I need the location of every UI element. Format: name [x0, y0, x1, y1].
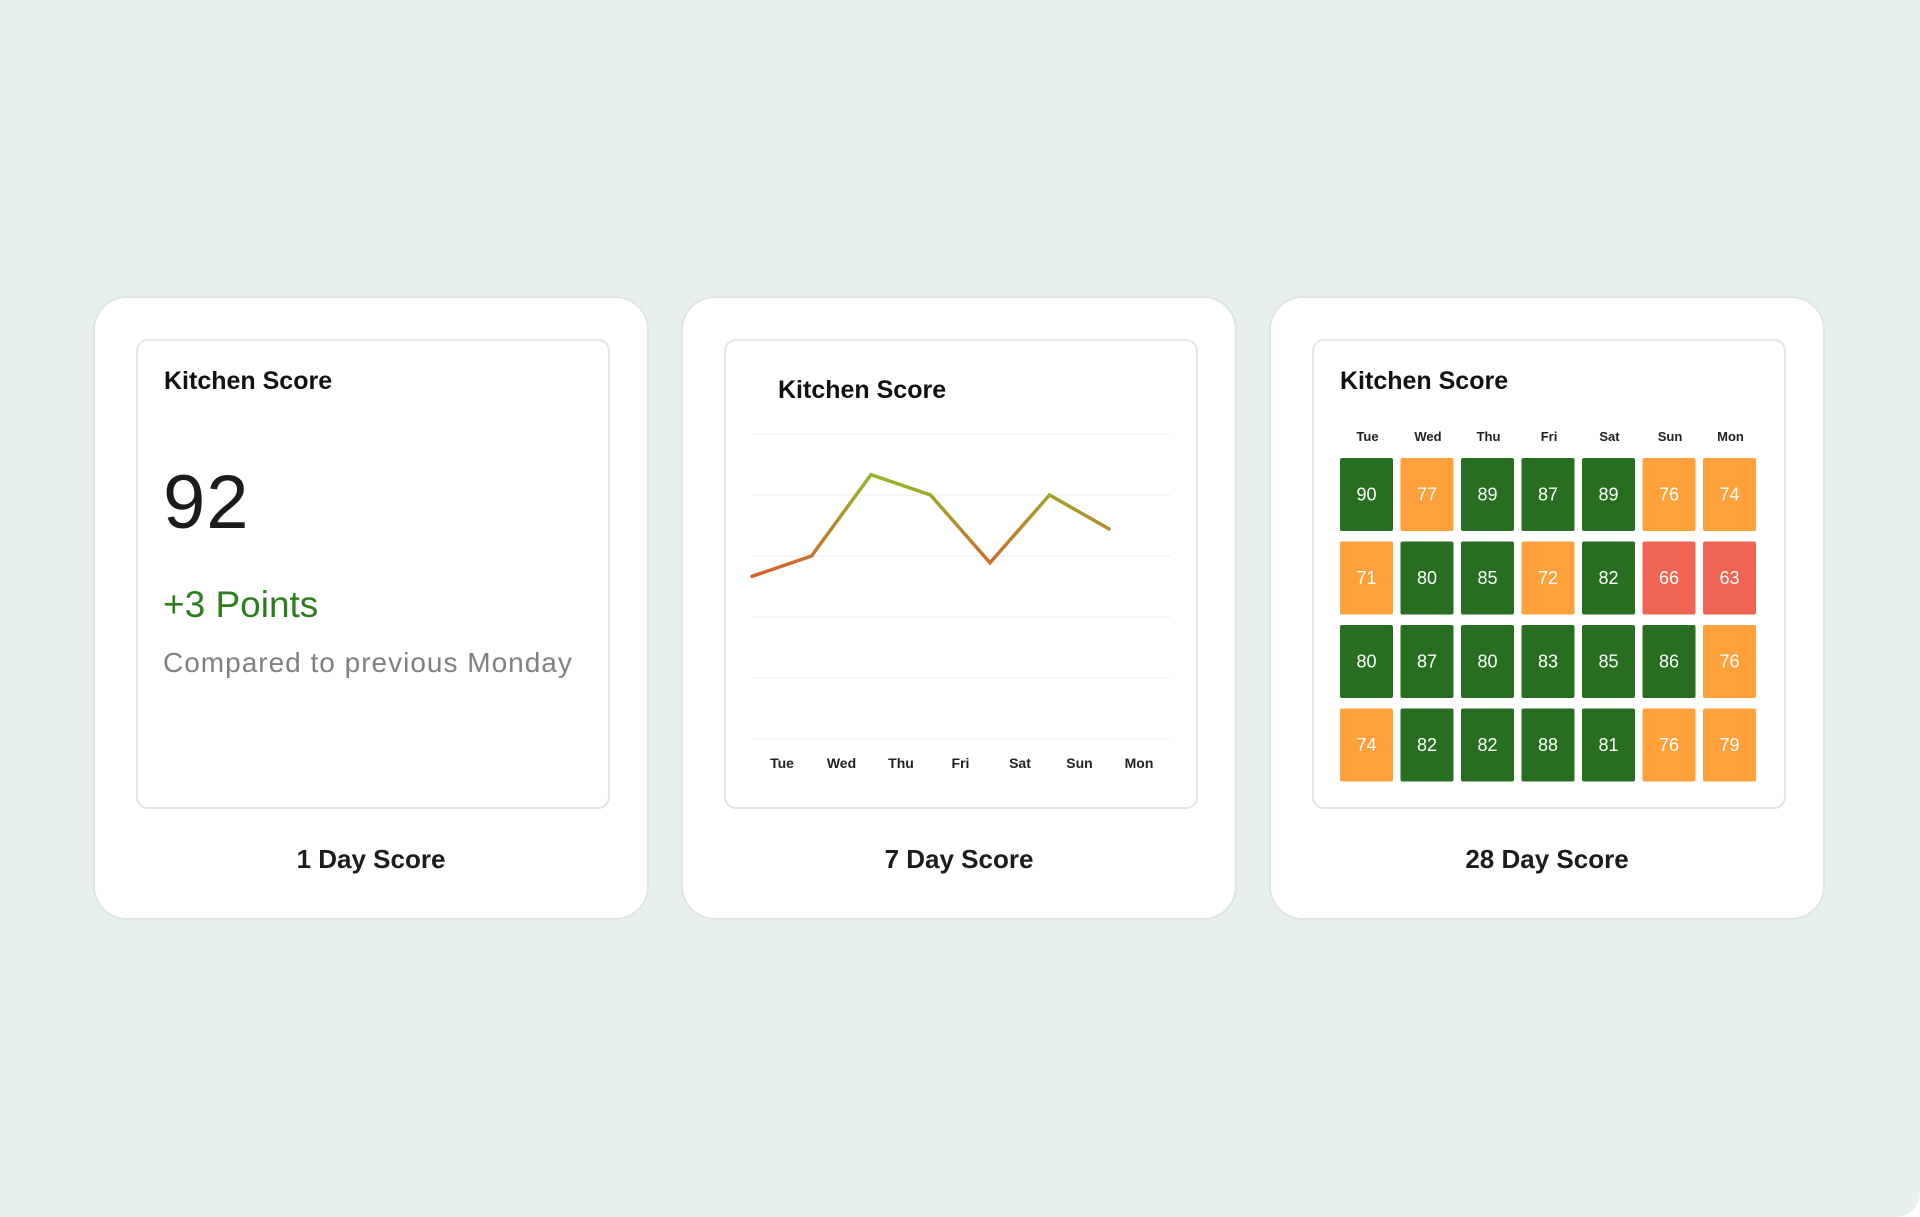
- day-header: Mon: [1717, 429, 1744, 444]
- widget-title: Kitchen Score: [778, 376, 947, 404]
- score-delta: +3 Points: [163, 584, 319, 625]
- heatmap-cell[interactable]: [1582, 458, 1635, 531]
- heatmap-cell[interactable]: [1400, 625, 1454, 698]
- heatmap-cell[interactable]: [1703, 708, 1756, 782]
- heatmap-cell[interactable]: [1400, 708, 1454, 782]
- heatmap-cell[interactable]: [1642, 458, 1696, 531]
- heatmap-cell-value: 88: [1538, 735, 1558, 755]
- heatmap-cell-value: 87: [1417, 652, 1437, 672]
- day-header: Tue: [1356, 429, 1378, 444]
- heatmap-cell[interactable]: [1521, 625, 1575, 698]
- one-day-score-card[interactable]: Kitchen Score 92 +3 Points Compared to p…: [93, 296, 649, 920]
- day-header: Fri: [1541, 429, 1558, 444]
- comparison-note: Compared to previous Monday: [163, 647, 573, 678]
- data-point-fri: [929, 494, 931, 496]
- heatmap-cell[interactable]: [1461, 625, 1514, 698]
- heatmap-cell-value: 76: [1659, 735, 1679, 755]
- data-point-sun: [1048, 494, 1050, 496]
- twenty-eight-day-score-card[interactable]: Kitchen Score Tue Wed Thu Fri Sat Sun Mon 90 77 8…: [1269, 296, 1825, 920]
- heatmap-cell[interactable]: [1340, 625, 1393, 698]
- heatmap-cell[interactable]: [1582, 541, 1635, 615]
- heatmap-cell[interactable]: [1461, 541, 1514, 615]
- heatmap-cell[interactable]: [1703, 541, 1756, 615]
- day-header: Sun: [1658, 429, 1683, 444]
- heatmap-cell[interactable]: [1461, 458, 1514, 531]
- heatmap-cell[interactable]: [1582, 708, 1635, 782]
- heatmap-cell-value: 80: [1356, 652, 1376, 672]
- score-value: 92: [163, 460, 250, 545]
- heatmap-cell-value: 77: [1417, 485, 1437, 505]
- heatmap-cell[interactable]: [1400, 541, 1454, 615]
- x-tick-label: Sun: [1066, 755, 1092, 771]
- heatmap-cell-value: 85: [1598, 652, 1618, 672]
- x-tick-label: Fri: [952, 755, 970, 771]
- heatmap-cell-value: 66: [1659, 568, 1679, 588]
- heatmap-cell-value: 89: [1477, 485, 1497, 505]
- heatmap-cell[interactable]: [1521, 708, 1575, 782]
- data-point-tue: [751, 575, 753, 577]
- heatmap-cell-value: 82: [1598, 568, 1618, 588]
- twenty-eight-day-score-widget: Kitchen Score Tue Wed Thu Fri Sat Sun Mon 90 77 8…: [1312, 339, 1786, 809]
- one-day-score-widget: Kitchen Score 92 +3 Points Compared to p…: [136, 339, 610, 809]
- day-header: Thu: [1477, 429, 1501, 444]
- seven-day-score-widget: Kitchen Score Tue Wed Thu Fri Sat Sun Mon: [724, 339, 1198, 809]
- data-point-mon: [1108, 528, 1110, 530]
- heatmap-cell[interactable]: [1400, 458, 1454, 531]
- heatmap-cell-value: 72: [1538, 568, 1558, 588]
- heatmap-cell-value: 89: [1598, 485, 1618, 505]
- heatmap-cell[interactable]: [1642, 625, 1696, 698]
- heatmap-cell[interactable]: [1642, 708, 1696, 782]
- x-tick-label: Mon: [1125, 755, 1154, 771]
- heatmap-cell-value: 76: [1719, 652, 1739, 672]
- heatmap-cell-value: 82: [1417, 735, 1437, 755]
- x-tick-label: Sat: [1009, 755, 1031, 771]
- heatmap-cell-value: 74: [1719, 485, 1739, 505]
- x-tick-label: Tue: [770, 755, 794, 771]
- twenty-eight-day-heatmap: Tue Wed Thu Fri Sat Sun Mon 90 77 89 87 89 76 74 71 80 8…: [1340, 429, 1756, 782]
- data-point-wed: [810, 555, 812, 557]
- heatmap-cell-value: 82: [1477, 735, 1497, 755]
- seven-day-score-card[interactable]: Kitchen Score Tue Wed Thu Fri Sat Sun Mon 7 Da…: [681, 296, 1237, 920]
- widget-title: Kitchen Score: [1340, 367, 1509, 395]
- card-caption: 28 Day Score: [1465, 844, 1629, 874]
- heatmap-cell-value: 85: [1477, 568, 1497, 588]
- seven-day-line-chart: Tue Wed Thu Fri Sat Sun Mon: [750, 433, 1170, 771]
- day-header: Wed: [1414, 429, 1441, 444]
- heatmap-cell-value: 86: [1659, 652, 1679, 672]
- heatmap-cell[interactable]: [1340, 541, 1393, 615]
- series-line: [750, 472, 1111, 579]
- heatmap-cell[interactable]: [1340, 708, 1393, 782]
- heatmap-cell[interactable]: [1461, 708, 1514, 782]
- data-point-sat: [989, 562, 991, 564]
- card-caption: 7 Day Score: [884, 844, 1034, 874]
- heatmap-cell-value: 79: [1719, 735, 1739, 755]
- heatmap-cell[interactable]: [1521, 458, 1575, 531]
- heatmap-cell[interactable]: [1642, 541, 1696, 615]
- day-header: Sat: [1599, 429, 1620, 444]
- heatmap-cell-value: 74: [1356, 735, 1376, 755]
- card-caption: 1 Day Score: [296, 844, 446, 874]
- data-point-thu: [870, 473, 872, 475]
- heatmap-cell[interactable]: [1703, 625, 1756, 698]
- heatmap-cell[interactable]: [1703, 458, 1756, 531]
- heatmap-cell-value: 63: [1719, 568, 1739, 588]
- heatmap-cell[interactable]: [1582, 625, 1635, 698]
- heatmap-cell[interactable]: [1340, 458, 1393, 531]
- heatmap-cell-value: 90: [1356, 485, 1376, 505]
- heatmap-cell-value: 80: [1417, 568, 1437, 588]
- heatmap-cell-value: 76: [1659, 485, 1679, 505]
- x-tick-label: Wed: [827, 755, 856, 771]
- x-tick-label: Thu: [888, 755, 914, 771]
- heatmap-cell-value: 81: [1598, 735, 1618, 755]
- heatmap-cell[interactable]: [1521, 541, 1575, 615]
- heatmap-cell-value: 87: [1538, 485, 1558, 505]
- heatmap-cell-value: 80: [1477, 652, 1497, 672]
- widget-title: Kitchen Score: [164, 367, 333, 395]
- heatmap-cell-value: 83: [1538, 652, 1558, 672]
- heatmap-cell-value: 71: [1356, 568, 1376, 588]
